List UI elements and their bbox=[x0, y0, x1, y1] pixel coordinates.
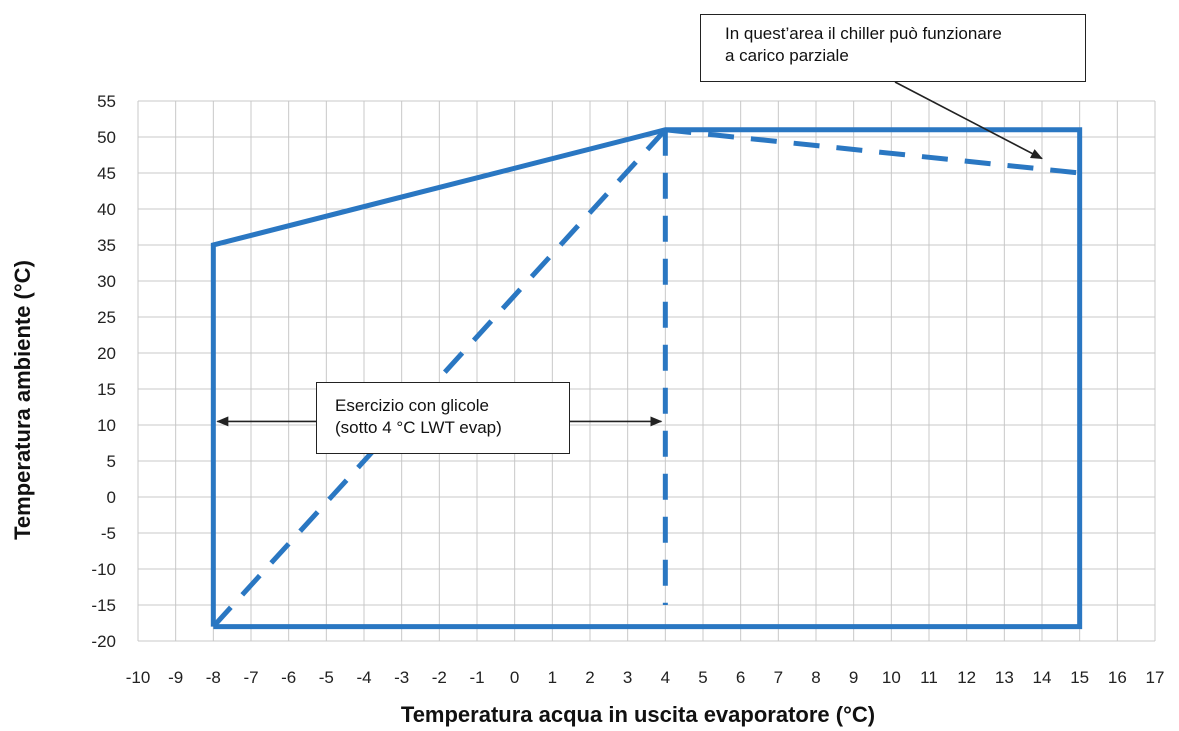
x-tick-label: -1 bbox=[469, 668, 484, 687]
annotation-partial-load: In quest’area il chiller può funzionare … bbox=[700, 14, 1086, 82]
y-tick-label: 15 bbox=[97, 380, 116, 399]
x-tick-label: -5 bbox=[319, 668, 334, 687]
x-tick-label: 5 bbox=[698, 668, 707, 687]
annotation-arrows bbox=[216, 81, 1043, 427]
x-tick-label: 4 bbox=[661, 668, 670, 687]
y-tick-label: 10 bbox=[97, 416, 116, 435]
x-tick-label: 2 bbox=[585, 668, 594, 687]
x-tick-label: 14 bbox=[1033, 668, 1052, 687]
x-tick-label: 17 bbox=[1146, 668, 1165, 687]
x-tick-label: -10 bbox=[126, 668, 151, 687]
operating-envelope-line bbox=[210, 127, 1083, 630]
x-tick-label: 11 bbox=[920, 668, 938, 687]
y-tick-label: 5 bbox=[107, 452, 116, 471]
x-axis-title: Temperatura acqua in uscita evaporatore … bbox=[401, 702, 875, 727]
x-tick-label: -2 bbox=[432, 668, 447, 687]
x-tick-label: 3 bbox=[623, 668, 632, 687]
x-tick-label: -3 bbox=[394, 668, 409, 687]
grid bbox=[137, 100, 1156, 642]
annotation-glycol: Esercizio con glicole (sotto 4 °C LWT ev… bbox=[316, 382, 570, 454]
annotation-partial-load-line-1: In quest’area il chiller può funzionare bbox=[725, 24, 1002, 43]
x-tick-label: 0 bbox=[510, 668, 519, 687]
x-tick-label: 15 bbox=[1070, 668, 1089, 687]
x-tick-label: 10 bbox=[882, 668, 901, 687]
x-tick-label: -7 bbox=[243, 668, 258, 687]
y-tick-label: 55 bbox=[97, 92, 116, 111]
y-tick-label: -20 bbox=[91, 632, 116, 651]
x-tick-label: -6 bbox=[281, 668, 296, 687]
annotation-glycol-line-1: Esercizio con glicole bbox=[335, 396, 490, 415]
y-tick-label: 35 bbox=[97, 236, 116, 255]
x-tick-label: 9 bbox=[849, 668, 858, 687]
dashed-series-line bbox=[211, 128, 668, 629]
dashed-series-line bbox=[665, 127, 1080, 176]
y-tick-label: 45 bbox=[97, 164, 116, 183]
y-tick-label: 20 bbox=[97, 344, 116, 363]
partial-load-arrow bbox=[894, 81, 1043, 160]
y-tick-label: 40 bbox=[97, 200, 116, 219]
y-tick-label: 25 bbox=[97, 308, 116, 327]
y-tick-label: 50 bbox=[97, 128, 116, 147]
x-tick-label: 16 bbox=[1108, 668, 1127, 687]
x-tick-label: -9 bbox=[168, 668, 183, 687]
x-tick-label: -4 bbox=[356, 668, 371, 687]
annotation-partial-load-line-2: a carico parziale bbox=[725, 46, 849, 65]
y-axis-title: Temperatura ambiente (°C) bbox=[10, 260, 35, 540]
y-tick-label: 30 bbox=[97, 272, 116, 291]
y-tick-label: 0 bbox=[107, 488, 116, 507]
y-tick-label: -10 bbox=[91, 560, 116, 579]
x-tick-label: 13 bbox=[995, 668, 1014, 687]
x-tick-label: -8 bbox=[206, 668, 221, 687]
x-tick-label: 12 bbox=[957, 668, 976, 687]
x-tick-label: 1 bbox=[548, 668, 557, 687]
x-tick-label: 6 bbox=[736, 668, 745, 687]
y-tick-label: -5 bbox=[101, 524, 116, 543]
x-tick-label: 8 bbox=[811, 668, 820, 687]
series bbox=[210, 127, 1083, 630]
y-tick-label: -15 bbox=[91, 596, 116, 615]
x-axis-ticks: -10 -9 -8 -7 -6 -5 -4 -3 -2 -1 0 1 2 3 4 5 6 7 8 9 10 11 12 13 1… bbox=[126, 668, 1165, 687]
annotation-glycol-line-2: (sotto 4 °C LWT evap) bbox=[335, 418, 502, 437]
x-tick-label: 7 bbox=[774, 668, 783, 687]
